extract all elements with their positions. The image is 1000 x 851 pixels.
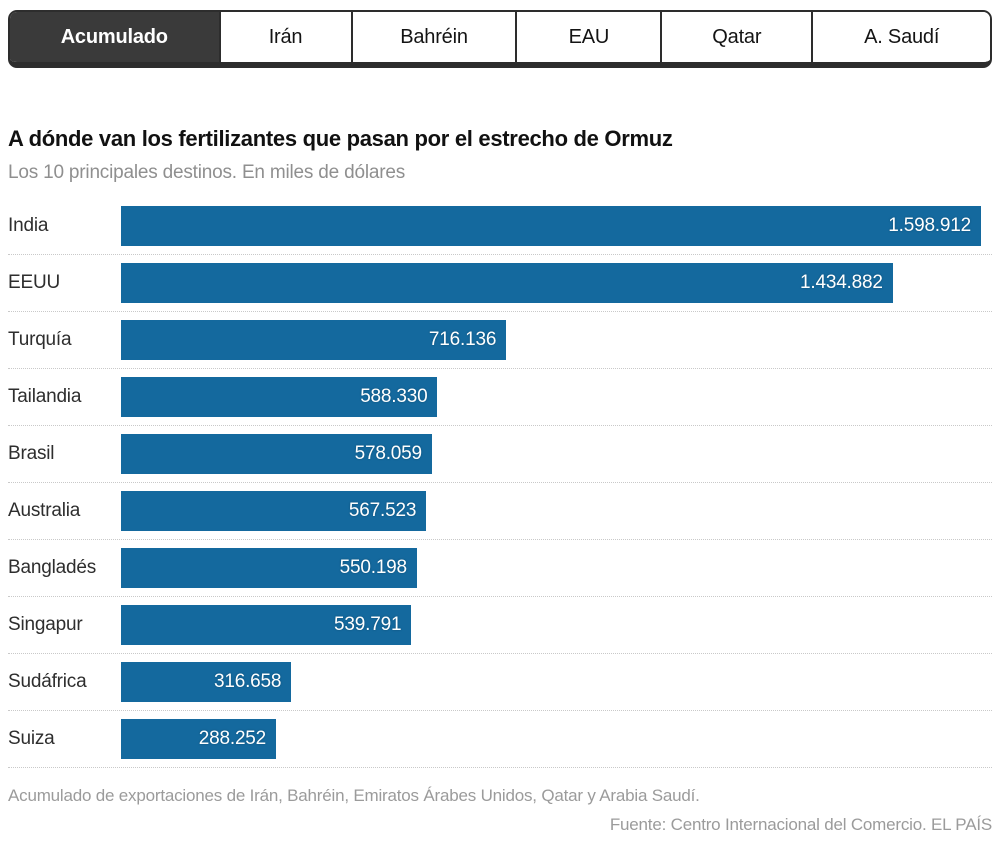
bar-track: 288.252: [121, 719, 981, 759]
bar-value: 550.198: [339, 557, 407, 578]
chart-row: Bangladés 550.198: [8, 540, 992, 597]
bar-label: Brasil: [8, 443, 55, 464]
bar-track: 578.059: [121, 434, 981, 474]
chart-subtitle: Los 10 principales destinos. En miles de…: [8, 162, 406, 183]
chart-row: Brasil 578.059: [8, 426, 992, 483]
bar: 716.136: [121, 320, 507, 360]
bar-track: 316.658: [121, 662, 981, 702]
bar-track: 716.136: [121, 320, 981, 360]
bar-track: 588.330: [121, 377, 981, 417]
bar-value: 539.791: [334, 614, 402, 635]
bar-track: 1.434.882: [121, 263, 981, 303]
bar-label: EEUU: [8, 272, 60, 293]
bar-label: Sudáfrica: [8, 671, 87, 692]
bar: 316.658: [121, 662, 292, 702]
bar-label: Suiza: [8, 728, 55, 749]
bar-chart: India 1.598.912 EEUU 1.434.882 Turquía 716.13…: [8, 198, 992, 768]
bar-label: Singapur: [8, 614, 83, 635]
bar: 550.198: [121, 548, 417, 588]
bar-value: 1.598.912: [888, 215, 971, 236]
chart-title: A dónde van los fertilizantes que pasan …: [8, 126, 673, 151]
footer: Acumulado de exportaciones de Irán, Bahr…: [8, 786, 992, 835]
bar-value: 288.252: [198, 728, 267, 749]
bar: 588.330: [121, 377, 438, 417]
tab-bar: Acumulado Irán Bahréin EAU Qatar A. Saud…: [8, 10, 992, 68]
footer-source: Fuente: Centro Internacional del Comerci…: [609, 815, 992, 834]
tab-eau[interactable]: EAU: [515, 12, 661, 62]
tab-acumulado[interactable]: Acumulado: [10, 12, 219, 62]
bar: 288.252: [121, 719, 277, 759]
bar-label: Tailandia: [8, 386, 82, 407]
bar-label: Turquía: [8, 329, 72, 350]
bar: 567.523: [121, 491, 427, 531]
chart-row: EEUU 1.434.882: [8, 255, 992, 312]
chart-row: Sudáfrica 316.658: [8, 654, 992, 711]
bar-value: 588.330: [360, 386, 428, 407]
chart-row: India 1.598.912: [8, 198, 992, 255]
bar-value: 578.059: [354, 443, 422, 464]
bar-value: 567.523: [348, 500, 417, 521]
bar-track: 1.598.912: [121, 206, 981, 246]
chart-row: Australia 567.523: [8, 483, 992, 540]
footer-note: Acumulado de exportaciones de Irán, Bahr…: [8, 786, 700, 805]
bar: 578.059: [121, 434, 432, 474]
tab-iran[interactable]: Irán: [218, 12, 351, 62]
tab-qatar[interactable]: Qatar: [660, 12, 812, 62]
bar-value: 716.136: [428, 329, 497, 350]
bar-value: 1.434.882: [800, 272, 883, 293]
bar-label: Australia: [8, 500, 81, 521]
chart-row: Tailandia 588.330: [8, 369, 992, 426]
tab-bahrein[interactable]: Bahréin: [350, 12, 516, 62]
chart-row: Suiza 288.252: [8, 711, 992, 768]
tab-a-saudi[interactable]: A. Saudí: [811, 12, 990, 62]
bar: 539.791: [121, 605, 412, 645]
bar-label: India: [8, 215, 49, 236]
bar-value: 316.658: [213, 671, 282, 692]
bar-track: 567.523: [121, 491, 981, 531]
chart-row: Turquía 716.136: [8, 312, 992, 369]
bar-track: 550.198: [121, 548, 981, 588]
bar: 1.598.912: [121, 206, 981, 246]
chart-row: Singapur 539.791: [8, 597, 992, 654]
bar-track: 539.791: [121, 605, 981, 645]
bar-label: Bangladés: [8, 557, 96, 578]
bar: 1.434.882: [121, 263, 893, 303]
